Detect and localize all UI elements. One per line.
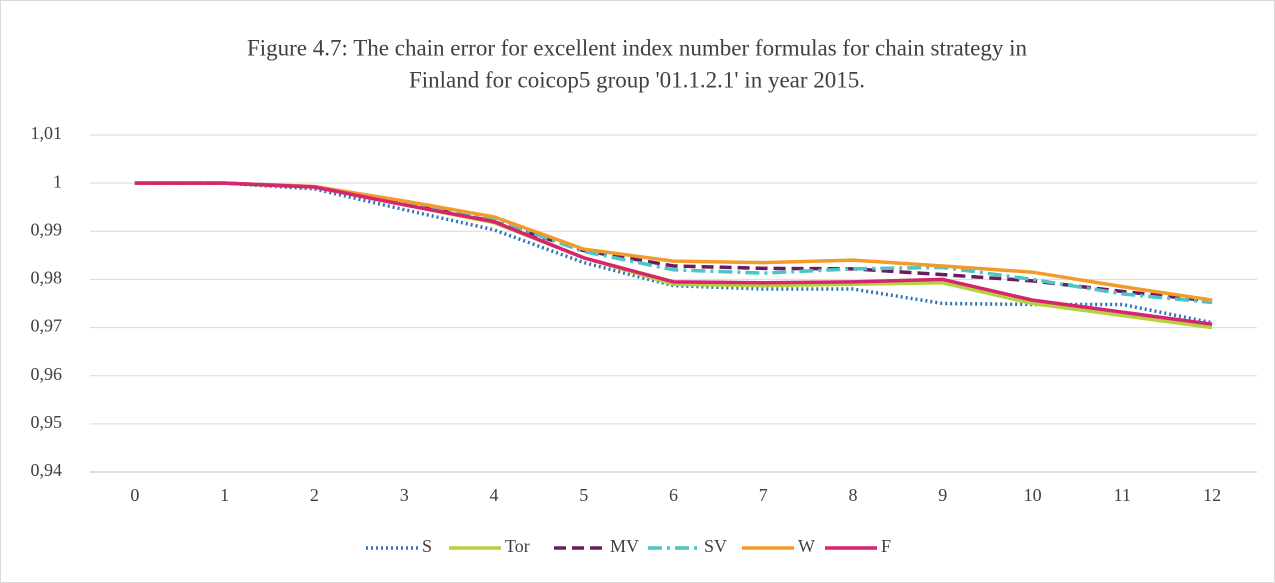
legend-label: MV: [610, 536, 639, 556]
y-tick-label: 0,99: [31, 219, 63, 239]
y-tick-label: 1: [53, 171, 62, 191]
x-tick-label: 3: [400, 485, 409, 505]
y-tick-label: 0,94: [31, 460, 63, 480]
y-tick-label: 0,98: [31, 268, 63, 288]
x-tick-label: 9: [938, 485, 947, 505]
legend-label: SV: [704, 536, 727, 556]
x-tick-label: 10: [1024, 485, 1042, 505]
series-line: [134, 181, 1213, 326]
series-line: [134, 181, 1213, 303]
x-tick-label: 6: [669, 485, 678, 505]
x-tick-label: 8: [849, 485, 858, 505]
x-tick-label: 1: [220, 485, 229, 505]
x-tick-label: 7: [759, 485, 768, 505]
legend-label: W: [798, 536, 815, 556]
x-tick-label: 0: [130, 485, 139, 505]
y-tick-label: 0,96: [31, 364, 63, 384]
x-tick-label: 5: [579, 485, 588, 505]
legend-label: Tor: [505, 536, 530, 556]
x-tick-label: 2: [310, 485, 319, 505]
x-tick-label: 4: [489, 485, 498, 505]
series-line: [134, 181, 1213, 305]
y-tick-label: 0,95: [31, 412, 63, 432]
chart-title: Finland for coicop5 group '01.1.2.1' in …: [409, 67, 865, 92]
legend-label: F: [881, 536, 891, 556]
y-tick-label: 1,01: [31, 123, 63, 143]
x-tick-label: 11: [1114, 485, 1131, 505]
x-tick-label: 12: [1203, 485, 1221, 505]
y-tick-label: 0,97: [31, 316, 63, 336]
legend-label: S: [422, 536, 432, 556]
chart-title: Figure 4.7: The chain error for excellen…: [247, 35, 1028, 60]
